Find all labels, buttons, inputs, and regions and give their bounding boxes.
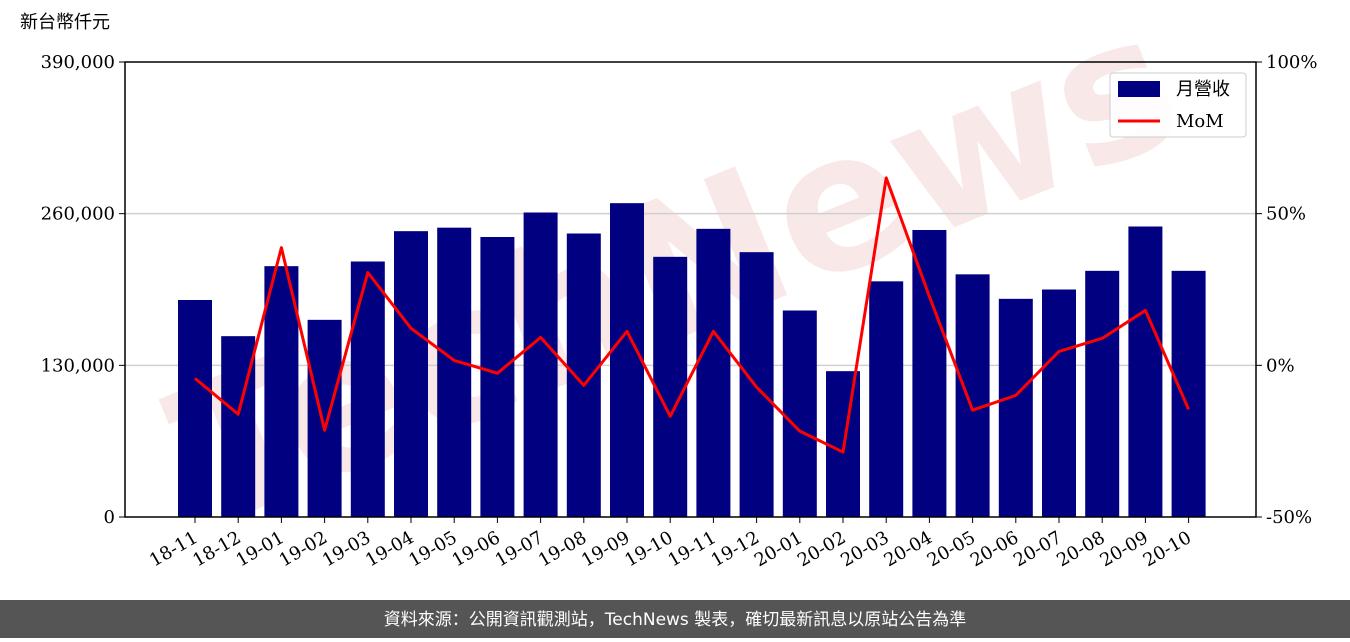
x-tick-label: 20-02 [794,527,849,571]
footer: 資料來源：公開資訊觀測站，TechNews 製表，確切最新訊息以原站公告為準 [384,610,966,630]
plot-frame [124,61,1257,518]
footer-bar [0,600,1350,638]
bar [264,266,299,517]
y2-tick-label: 0% [1266,355,1295,376]
x-tick-label: 20-03 [837,527,892,571]
y2-tick-label: 50% [1266,204,1306,225]
bar [307,319,342,517]
bar [1085,270,1120,517]
x-tick-label: 20-09 [1096,527,1151,571]
legend-swatch [1118,81,1160,97]
x-tick-label: 19-10 [621,527,676,571]
x-tick-label: 19-11 [664,527,719,571]
bar [178,300,212,517]
x-tick-label: 20-07 [1010,527,1065,571]
bar [869,281,904,517]
bar [1042,289,1076,517]
x-tick-label: 19-12 [708,527,763,571]
x-tick-label: 19-08 [535,527,590,571]
x-tick-label: 19-07 [492,527,547,571]
y2-tick-label: 100% [1266,52,1317,73]
bar [1128,226,1163,517]
y-tick-label: 390,000 [41,52,115,73]
legend-label: MoM [1176,111,1224,132]
bar [1171,270,1206,517]
x-tick-label: 19-06 [448,527,503,571]
bar [912,230,947,517]
bar [610,203,644,517]
bar [437,227,472,517]
x-tick-label: 20-06 [967,527,1022,571]
bar [350,261,385,517]
x-tick-label: 19-03 [319,527,374,571]
x-tick-label: 20-10 [1140,527,1195,571]
bar [394,231,428,517]
x-tick-label: 19-04 [362,527,417,571]
bar [480,237,515,517]
x-tick-label: 20-01 [751,527,806,571]
y-axis-label: 新台幣仟元 [20,12,110,33]
bar [653,256,688,517]
bar [566,233,601,517]
y2-tick-label: -50% [1266,507,1312,528]
y-tick-label: 260,000 [41,204,115,225]
bar [955,274,990,517]
x-tick-label: 19-09 [578,527,633,571]
bar [782,310,817,517]
bar [998,298,1033,517]
x-tick-label: 20-08 [1053,527,1108,571]
x-tick-label: 18-11 [146,527,201,571]
x-tick-label: 19-05 [405,527,460,571]
bar [696,228,731,518]
y-tick-label: 130,000 [41,355,115,376]
x-tick-label: 20-04 [880,527,935,571]
line [194,176,1190,454]
bar [523,212,558,517]
bar [739,252,774,517]
y-tick-label: 0 [104,507,115,528]
legend-label: 月營收 [1176,79,1230,100]
x-tick-label: 20-05 [924,527,979,571]
